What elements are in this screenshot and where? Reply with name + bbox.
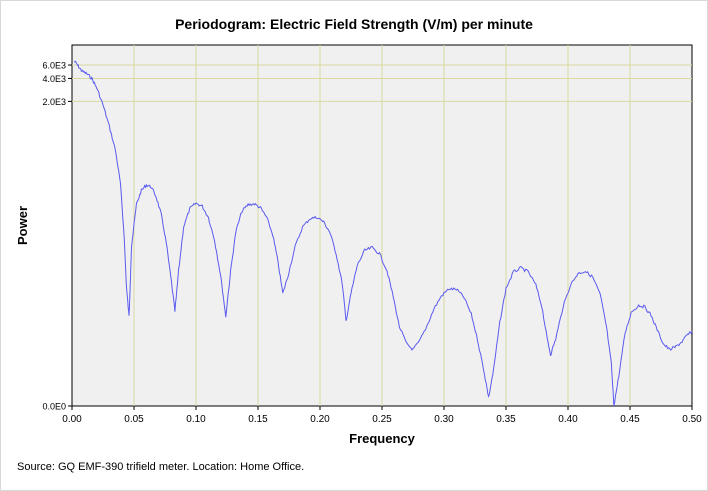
y-axis-label: Power (15, 206, 30, 245)
y-axis: 0.0E0 2.0E3 4.0E3 6.0E3 (42, 61, 72, 412)
source-note: Source: GQ EMF-390 trifield meter. Locat… (17, 461, 305, 473)
chart-title: Periodogram: Electric Field Strength (V/… (175, 16, 533, 32)
grid-lines (72, 45, 692, 406)
x-tick-label: 0.15 (248, 414, 268, 425)
x-tick-label: 0.40 (558, 414, 578, 425)
y-tick-label: 6.0E3 (42, 61, 66, 71)
series-line (74, 60, 693, 407)
x-axis-label: Frequency (349, 431, 416, 446)
x-tick-label: 0.50 (682, 414, 702, 425)
series-group (74, 60, 693, 407)
x-tick-label: 0.45 (620, 414, 640, 425)
x-axis: 0.00 0.05 0.10 0.15 0.20 0.25 0.30 0.35 0.40 0.45… (62, 406, 702, 425)
x-tick-label: 0.10 (186, 414, 206, 425)
x-tick-label: 0.30 (434, 414, 454, 425)
y-tick-label: 2.0E3 (42, 97, 66, 107)
x-tick-label: 0.35 (496, 414, 516, 425)
x-tick-label: 0.25 (372, 414, 392, 425)
y-tick-label: 0.0E0 (42, 402, 66, 412)
x-tick-label: 0.20 (310, 414, 330, 425)
x-tick-label: 0.05 (124, 414, 144, 425)
x-tick-label: 0.00 (62, 414, 82, 425)
y-tick-label: 4.0E3 (42, 74, 66, 84)
